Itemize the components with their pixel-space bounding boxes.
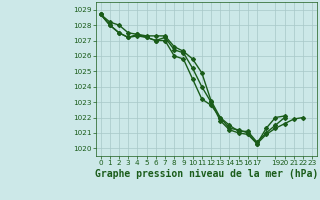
X-axis label: Graphe pression niveau de la mer (hPa): Graphe pression niveau de la mer (hPa) <box>95 169 318 179</box>
